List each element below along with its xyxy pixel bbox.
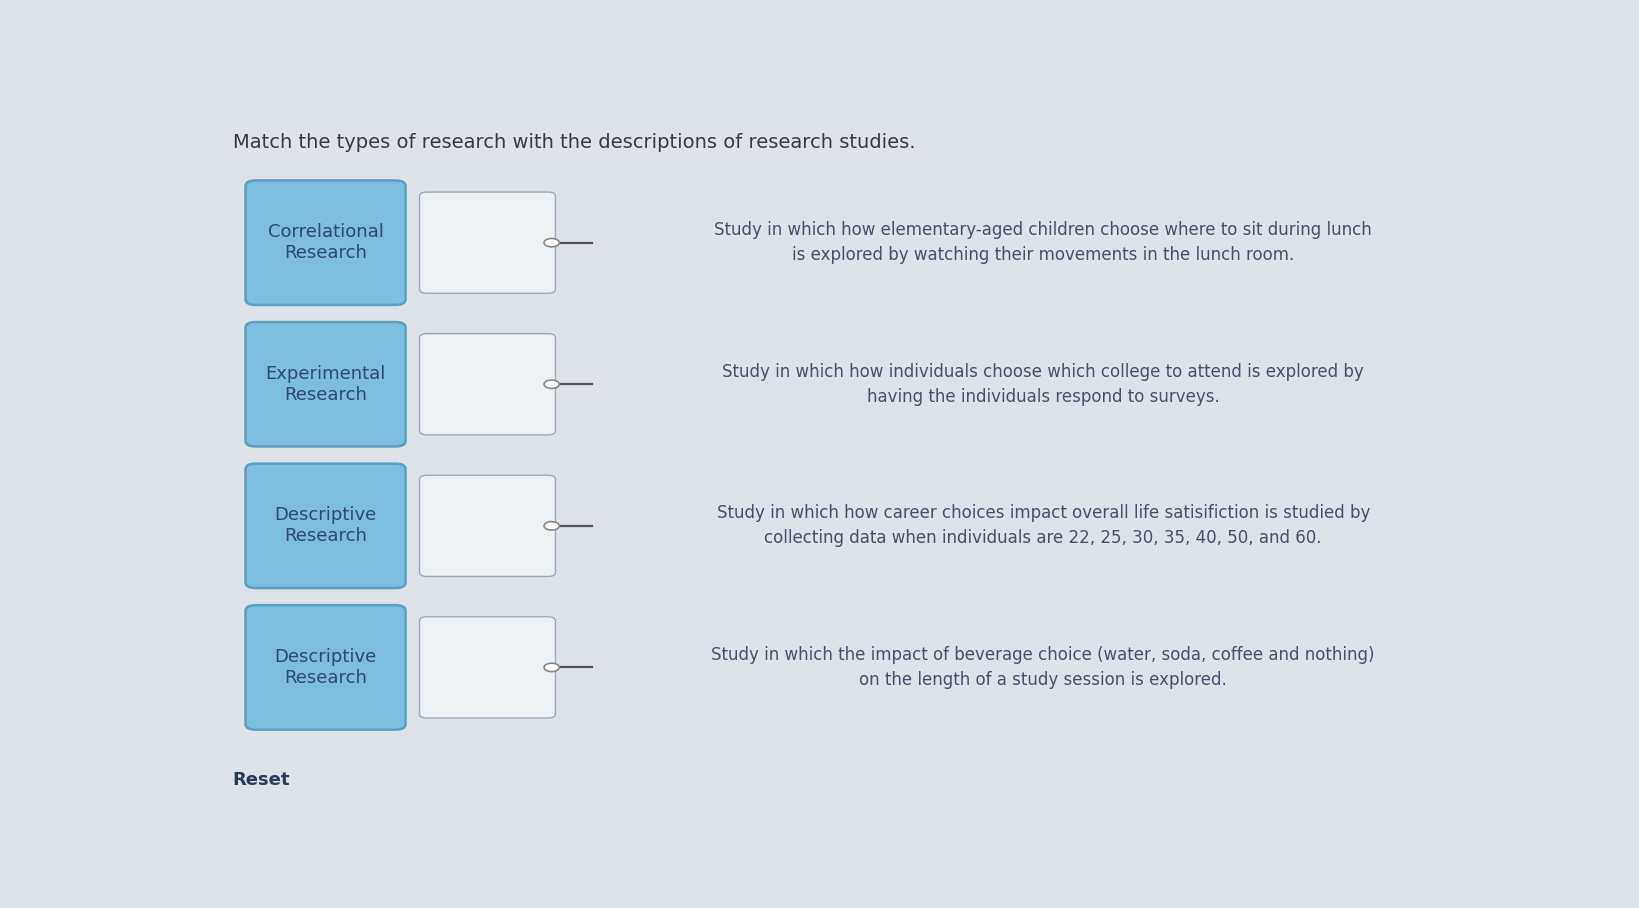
Circle shape xyxy=(544,663,559,672)
FancyBboxPatch shape xyxy=(420,333,556,435)
Text: Study in which how elementary-aged children choose where to sit during lunch
is : Study in which how elementary-aged child… xyxy=(715,222,1372,264)
Text: Reset: Reset xyxy=(233,771,290,788)
FancyBboxPatch shape xyxy=(246,606,405,730)
FancyBboxPatch shape xyxy=(246,181,405,305)
Text: Correlational
Research: Correlational Research xyxy=(267,223,384,262)
Text: Study in which the impact of beverage choice (water, soda, coffee and nothing)
o: Study in which the impact of beverage ch… xyxy=(711,646,1375,689)
Text: Study in which how individuals choose which college to attend is explored by
hav: Study in which how individuals choose wh… xyxy=(723,363,1364,406)
FancyBboxPatch shape xyxy=(420,475,556,577)
FancyBboxPatch shape xyxy=(420,617,556,718)
Circle shape xyxy=(544,239,559,247)
FancyBboxPatch shape xyxy=(420,192,556,293)
Text: Experimental
Research: Experimental Research xyxy=(266,365,385,404)
FancyBboxPatch shape xyxy=(246,322,405,447)
Text: Descriptive
Research: Descriptive Research xyxy=(274,648,377,686)
Circle shape xyxy=(544,521,559,530)
Text: Match the types of research with the descriptions of research studies.: Match the types of research with the des… xyxy=(233,133,915,153)
Circle shape xyxy=(544,380,559,389)
Text: Study in which how career choices impact overall life satisifiction is studied b: Study in which how career choices impact… xyxy=(716,504,1370,548)
FancyBboxPatch shape xyxy=(246,464,405,588)
Text: Descriptive
Research: Descriptive Research xyxy=(274,507,377,545)
